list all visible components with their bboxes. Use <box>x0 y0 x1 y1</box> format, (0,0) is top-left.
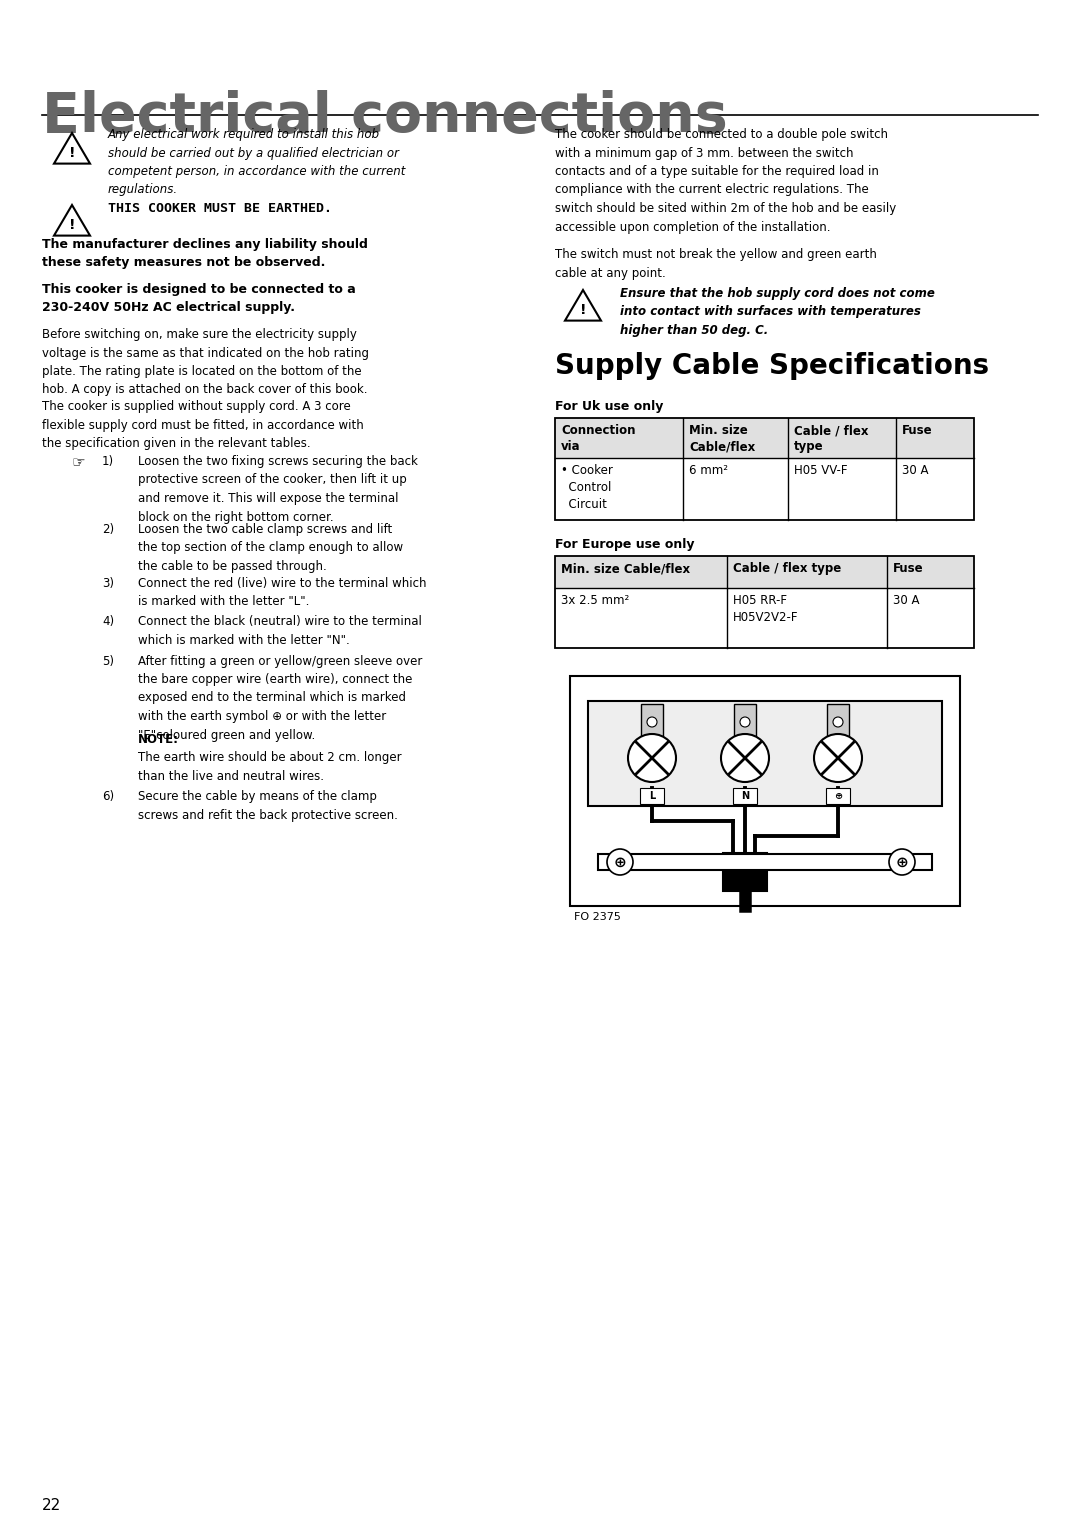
Text: H05 RR-F
H05V2V2-F: H05 RR-F H05V2V2-F <box>733 594 798 623</box>
Text: 22: 22 <box>42 1497 62 1513</box>
Bar <box>734 704 756 736</box>
Text: For Uk use only: For Uk use only <box>555 400 663 413</box>
Text: Supply Cable Specifications: Supply Cable Specifications <box>555 351 989 380</box>
Text: The cooker should be connected to a double pole switch
with a minimum gap of 3 m: The cooker should be connected to a doub… <box>555 128 896 234</box>
Text: 5): 5) <box>102 654 114 668</box>
Text: 30 A: 30 A <box>893 594 919 607</box>
Text: FO 2375: FO 2375 <box>573 912 621 921</box>
Bar <box>588 701 942 805</box>
Text: This cooker is designed to be connected to a
230-240V 50Hz AC electrical supply.: This cooker is designed to be connected … <box>42 283 355 313</box>
Circle shape <box>740 717 750 727</box>
Text: ⊕: ⊕ <box>834 792 842 801</box>
Text: Loosen the two fixing screws securing the back
protective screen of the cooker, : Loosen the two fixing screws securing th… <box>138 455 418 524</box>
Text: Cable / flex type: Cable / flex type <box>733 562 841 575</box>
Bar <box>733 788 757 804</box>
Circle shape <box>814 733 862 782</box>
Text: The switch must not break the yellow and green earth
cable at any point.: The switch must not break the yellow and… <box>555 248 877 280</box>
Text: 1): 1) <box>102 455 114 468</box>
Text: Ensure that the hob supply cord does not come
into contact with surfaces with te: Ensure that the hob supply cord does not… <box>620 287 935 338</box>
Text: THIS COOKER MUST BE EARTHED.: THIS COOKER MUST BE EARTHED. <box>108 202 332 215</box>
Circle shape <box>833 717 843 727</box>
Bar <box>555 556 974 588</box>
Bar <box>555 556 974 648</box>
Circle shape <box>607 850 633 876</box>
Bar <box>826 788 850 804</box>
Text: Fuse: Fuse <box>893 562 923 575</box>
Text: Connect the black (neutral) wire to the terminal
which is marked with the letter: Connect the black (neutral) wire to the … <box>138 616 422 646</box>
Text: Any electrical work required to install this hob
should be carried out by a qual: Any electrical work required to install … <box>108 128 405 197</box>
Bar <box>642 704 663 736</box>
Circle shape <box>889 850 915 876</box>
Text: !: ! <box>580 303 586 316</box>
Bar <box>827 704 849 736</box>
Text: Loosen the two cable clamp screws and lift
the top section of the clamp enough t: Loosen the two cable clamp screws and li… <box>138 523 403 573</box>
Text: !: ! <box>69 145 76 160</box>
Bar <box>555 419 974 458</box>
Circle shape <box>647 717 657 727</box>
Bar <box>555 419 974 520</box>
Text: • Cooker
  Control
  Circuit: • Cooker Control Circuit <box>561 465 612 510</box>
Text: !: ! <box>69 219 76 232</box>
Text: Min. size Cable/flex: Min. size Cable/flex <box>561 562 690 575</box>
Text: The earth wire should be about 2 cm. longer
than the live and neutral wires.: The earth wire should be about 2 cm. lon… <box>138 750 402 782</box>
Text: 3x 2.5 mm²: 3x 2.5 mm² <box>561 594 630 607</box>
Text: Connect the red (live) wire to the terminal which
is marked with the letter "L".: Connect the red (live) wire to the termi… <box>138 576 427 608</box>
Text: L: L <box>649 792 656 801</box>
Text: The manufacturer declines any liability should
these safety measures not be obse: The manufacturer declines any liability … <box>42 238 368 269</box>
Bar <box>570 675 960 906</box>
Bar <box>723 853 767 891</box>
Text: After fitting a green or yellow/green sleeve over
the bare copper wire (earth wi: After fitting a green or yellow/green sl… <box>138 654 422 741</box>
Text: 2): 2) <box>102 523 114 536</box>
Text: H05 VV-F: H05 VV-F <box>794 465 848 477</box>
Text: For Europe use only: For Europe use only <box>555 538 694 552</box>
Text: ⊕: ⊕ <box>613 854 626 869</box>
Text: NOTE:: NOTE: <box>138 733 179 746</box>
Text: Before switching on, make sure the electricity supply
voltage is the same as tha: Before switching on, make sure the elect… <box>42 329 369 396</box>
Bar <box>598 854 932 869</box>
Text: Connection
via: Connection via <box>561 423 635 452</box>
Circle shape <box>627 733 676 782</box>
Text: Min. size
Cable/flex: Min. size Cable/flex <box>689 423 755 452</box>
Text: Fuse: Fuse <box>902 423 933 437</box>
Text: 6): 6) <box>102 790 114 804</box>
Text: Cable / flex
type: Cable / flex type <box>794 423 868 452</box>
Text: The cooker is supplied without supply cord. A 3 core
flexible supply cord must b: The cooker is supplied without supply co… <box>42 400 364 451</box>
Text: N: N <box>741 792 750 801</box>
Circle shape <box>721 733 769 782</box>
Text: Electrical connections: Electrical connections <box>42 90 728 144</box>
Text: ⊕: ⊕ <box>895 854 908 869</box>
Text: ☞: ☞ <box>71 455 85 471</box>
Text: 30 A: 30 A <box>902 465 929 477</box>
Text: 6 mm²: 6 mm² <box>689 465 728 477</box>
Text: 3): 3) <box>102 576 114 590</box>
Text: Secure the cable by means of the clamp
screws and refit the back protective scre: Secure the cable by means of the clamp s… <box>138 790 397 822</box>
Bar <box>640 788 664 804</box>
Text: 4): 4) <box>102 616 114 628</box>
